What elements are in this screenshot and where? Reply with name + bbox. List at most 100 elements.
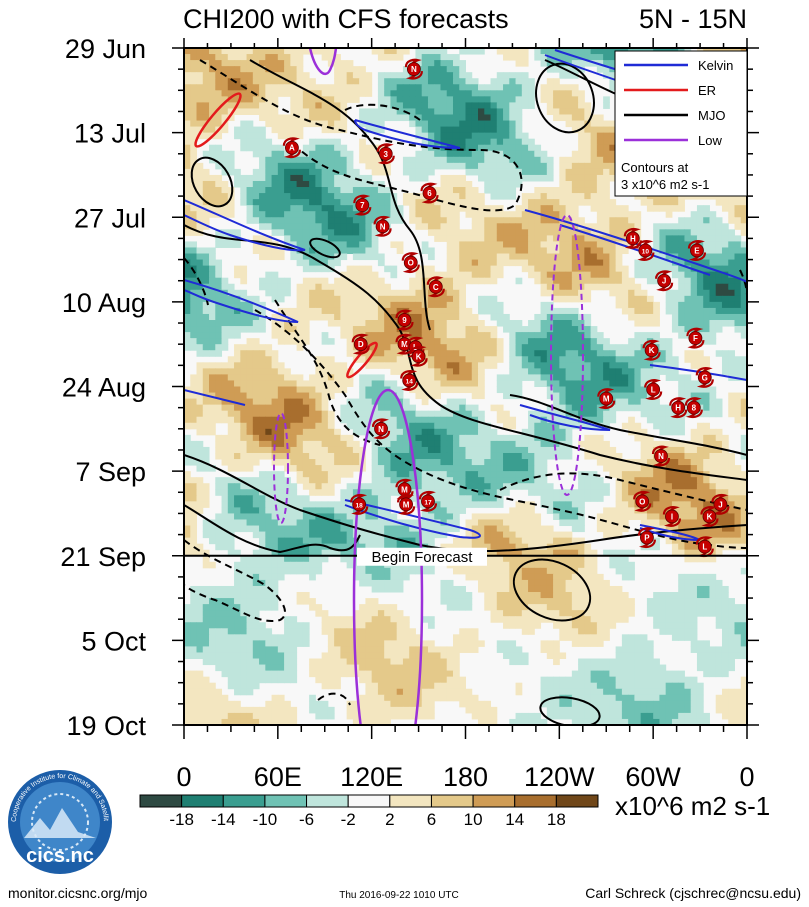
- shade-cell: [740, 199, 747, 206]
- shade-cell: [265, 205, 273, 212]
- shade-cell: [440, 66, 448, 73]
- shade-cell: [402, 84, 410, 91]
- shade-cell: [315, 459, 323, 466]
- shade-cell: [390, 241, 398, 248]
- shade-cell: [309, 211, 316, 218]
- shade-cell: [271, 193, 279, 200]
- shade-cell: [296, 211, 304, 218]
- shade-cell: [390, 301, 398, 309]
- shade-cell: [296, 156, 304, 164]
- shade-cell: [352, 168, 360, 176]
- shade-cell: [321, 289, 329, 297]
- shade-cell: [584, 156, 592, 164]
- shade-cell: [321, 102, 329, 109]
- shade-cell: [421, 150, 429, 158]
- shade-cell: [309, 180, 316, 188]
- shade-cell: [421, 410, 429, 418]
- shade-cell: [190, 102, 198, 109]
- shade-cell: [359, 138, 366, 146]
- shade-cell: [284, 320, 291, 327]
- shade-cell: [571, 398, 579, 406]
- shade-cell: [509, 374, 517, 381]
- shade-cell: [452, 368, 460, 375]
- shade-cell: [440, 289, 448, 297]
- shade-cell: [459, 362, 466, 369]
- shade-cell: [609, 259, 617, 267]
- shade-cell: [259, 471, 266, 478]
- shade-cell: [421, 48, 429, 55]
- shade-cell: [346, 320, 354, 327]
- shade-cell: [346, 72, 354, 79]
- shade-cell: [190, 446, 198, 454]
- shade-cell: [490, 295, 498, 303]
- shade-cell: [503, 422, 510, 430]
- shade-cell: [184, 162, 191, 170]
- shade-cell: [615, 259, 623, 267]
- shade-cell: [315, 162, 323, 170]
- shade-cell: [559, 350, 567, 357]
- shade-cell: [215, 187, 223, 194]
- shade-cell: [534, 144, 542, 152]
- shade-cell: [459, 459, 466, 466]
- shade-cell: [259, 422, 266, 430]
- shade-cell: [259, 78, 266, 85]
- shade-cell: [190, 156, 198, 164]
- shade-cell: [740, 247, 747, 255]
- shade-cell: [234, 434, 241, 442]
- shade-cell: [327, 434, 335, 442]
- shade-cell: [740, 320, 747, 327]
- shade-cell: [452, 295, 460, 303]
- shade-cell: [302, 410, 310, 418]
- shade-cell: [240, 199, 248, 206]
- shade-cell: [421, 241, 429, 248]
- shade-cell: [227, 211, 235, 218]
- shade-cell: [209, 344, 216, 351]
- shade-cell: [359, 66, 366, 73]
- shade-cell: [265, 84, 273, 91]
- shade-cell: [446, 193, 454, 200]
- shade-cell: [740, 229, 747, 236]
- shade-cell: [596, 199, 604, 206]
- shade-cell: [590, 356, 598, 363]
- shade-cell: [671, 265, 679, 273]
- shade-cell: [246, 410, 254, 418]
- shade-cell: [340, 108, 348, 115]
- shade-cell: [671, 205, 679, 212]
- shade-cell: [553, 338, 560, 345]
- shade-cell: [190, 72, 198, 79]
- shade-cell: [553, 398, 560, 406]
- shade-cell: [240, 320, 248, 327]
- shade-cell: [565, 350, 573, 357]
- shade-cell: [315, 150, 323, 158]
- shade-cell: [496, 410, 504, 418]
- shade-cell: [421, 368, 429, 375]
- shade-cell: [715, 307, 723, 315]
- shade-cell: [246, 174, 254, 182]
- shade-cell: [321, 120, 329, 128]
- shade-cell: [309, 120, 316, 128]
- shade-cell: [678, 283, 685, 291]
- shade-cell: [184, 241, 191, 248]
- shade-cell: [240, 380, 248, 387]
- shade-cell: [290, 223, 298, 230]
- shade-cell: [296, 174, 304, 182]
- shade-cell: [334, 162, 341, 170]
- shade-cell: [696, 265, 704, 273]
- shade-cell: [484, 168, 492, 176]
- shade-cell: [465, 422, 473, 430]
- shade-cell: [321, 398, 329, 406]
- shade-cell: [565, 205, 573, 212]
- shade-cell: [528, 332, 535, 339]
- shade-cell: [603, 247, 610, 255]
- shade-cell: [490, 90, 498, 97]
- shade-cell: [246, 217, 254, 224]
- shade-cell: [221, 78, 229, 85]
- shade-cell: [503, 217, 510, 224]
- shade-cell: [596, 356, 604, 363]
- shade-cell: [227, 374, 235, 381]
- shade-cell: [478, 144, 485, 152]
- shade-cell: [571, 211, 579, 218]
- shade-cell: [559, 404, 567, 412]
- shade-cell: [546, 404, 554, 412]
- shade-cell: [515, 229, 523, 236]
